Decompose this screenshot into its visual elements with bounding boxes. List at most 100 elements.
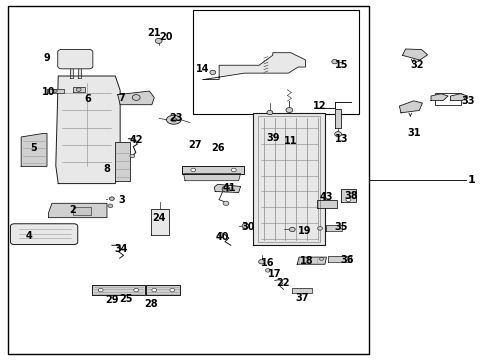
Circle shape [130, 154, 135, 158]
Text: 40: 40 [215, 232, 229, 242]
Circle shape [108, 204, 113, 208]
Text: 27: 27 [187, 140, 201, 150]
Text: 18: 18 [300, 256, 313, 266]
Circle shape [231, 168, 236, 172]
Text: 12: 12 [313, 102, 326, 112]
Circle shape [109, 197, 114, 201]
Text: 33: 33 [460, 96, 474, 106]
Polygon shape [340, 189, 355, 202]
Text: 36: 36 [340, 255, 353, 265]
Text: 28: 28 [144, 299, 157, 309]
Bar [434, 93, 461, 105]
Text: 17: 17 [267, 269, 281, 279]
Polygon shape [118, 91, 154, 105]
Polygon shape [47, 89, 64, 93]
Circle shape [242, 224, 248, 228]
Bar [258, 116, 320, 242]
Circle shape [223, 201, 228, 206]
Bar [8, 6, 368, 354]
Polygon shape [56, 76, 120, 184]
Circle shape [132, 95, 140, 100]
Circle shape [222, 186, 229, 192]
Text: 3: 3 [118, 195, 125, 205]
Polygon shape [73, 87, 84, 92]
Polygon shape [48, 203, 107, 218]
Text: 21: 21 [147, 28, 161, 38]
Text: 42: 42 [129, 135, 142, 145]
Polygon shape [146, 285, 180, 296]
Text: 2: 2 [69, 206, 76, 216]
Polygon shape [151, 210, 168, 234]
Text: 9: 9 [43, 53, 50, 63]
Polygon shape [316, 200, 336, 208]
Circle shape [98, 288, 103, 292]
Circle shape [134, 288, 139, 292]
Text: 15: 15 [335, 60, 348, 70]
Polygon shape [328, 256, 350, 262]
Circle shape [317, 226, 322, 230]
Circle shape [152, 288, 157, 292]
Circle shape [334, 132, 341, 136]
Circle shape [76, 88, 81, 91]
Polygon shape [115, 142, 130, 181]
Polygon shape [449, 94, 467, 100]
Circle shape [319, 257, 323, 260]
Circle shape [266, 111, 272, 115]
Text: 24: 24 [152, 213, 165, 222]
Circle shape [190, 168, 195, 172]
Text: 6: 6 [84, 94, 91, 104]
Polygon shape [214, 184, 240, 193]
Text: 25: 25 [120, 294, 133, 304]
Polygon shape [297, 257, 326, 264]
Polygon shape [70, 67, 73, 78]
FancyBboxPatch shape [58, 49, 93, 69]
Text: 19: 19 [298, 226, 311, 236]
Text: 11: 11 [284, 136, 297, 145]
Polygon shape [15, 228, 73, 243]
Text: 43: 43 [319, 192, 332, 202]
Text: 37: 37 [295, 293, 308, 303]
Text: 39: 39 [265, 133, 279, 143]
Polygon shape [334, 109, 340, 128]
Text: 34: 34 [115, 244, 128, 254]
Polygon shape [292, 288, 311, 293]
Circle shape [209, 70, 215, 75]
Circle shape [170, 118, 176, 122]
Text: 23: 23 [169, 113, 183, 123]
Text: 29: 29 [105, 295, 119, 305]
Polygon shape [63, 53, 87, 67]
Text: 7: 7 [118, 93, 125, 103]
Circle shape [345, 198, 350, 202]
Circle shape [258, 260, 264, 264]
Text: 16: 16 [261, 258, 274, 268]
Polygon shape [21, 134, 47, 166]
Polygon shape [92, 285, 144, 296]
Text: 14: 14 [196, 64, 209, 74]
Text: 26: 26 [210, 143, 224, 153]
Text: 38: 38 [343, 191, 357, 201]
Text: 20: 20 [160, 32, 173, 41]
Polygon shape [253, 113, 325, 245]
Text: 22: 22 [275, 278, 289, 288]
Text: 32: 32 [410, 59, 424, 69]
Text: 41: 41 [222, 183, 235, 193]
Bar [73, 207, 91, 215]
Polygon shape [183, 174, 240, 181]
Bar [193, 10, 358, 114]
Text: 30: 30 [241, 222, 255, 232]
Polygon shape [399, 101, 422, 113]
Ellipse shape [166, 115, 181, 124]
Polygon shape [326, 225, 341, 231]
Circle shape [155, 39, 162, 43]
Polygon shape [182, 166, 243, 174]
Polygon shape [203, 53, 305, 80]
Text: 31: 31 [407, 128, 420, 138]
Text: 13: 13 [335, 134, 348, 144]
Text: 10: 10 [41, 87, 55, 97]
Circle shape [169, 288, 174, 292]
Circle shape [265, 269, 270, 272]
Text: 35: 35 [334, 222, 347, 231]
Circle shape [218, 233, 223, 236]
Polygon shape [430, 94, 447, 100]
FancyBboxPatch shape [10, 224, 78, 244]
